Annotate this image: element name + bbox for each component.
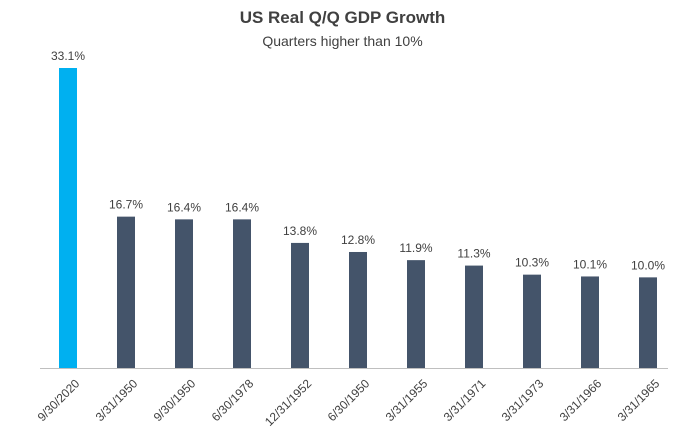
bar-3-31-1971 [465, 265, 483, 368]
bar-3-31-1955 [407, 260, 425, 368]
x-tick-label: 3/31/1965 [615, 376, 663, 424]
data-label: 10.0% [631, 258, 665, 272]
bar-9-30-2020 [59, 68, 77, 368]
bar-12-31-1952 [291, 242, 309, 368]
chart-subtitle: Quarters higher than 10% [262, 33, 423, 49]
bar-3-31-1973 [523, 274, 541, 368]
x-tick-label: 3/31/1973 [499, 376, 547, 424]
bar-3-31-1965 [639, 277, 657, 368]
data-label: 13.8% [283, 224, 317, 238]
x-tick-label: 3/31/1971 [441, 376, 489, 424]
x-tick-label: 9/30/2020 [35, 376, 83, 424]
x-tick-label: 6/30/1978 [209, 376, 257, 424]
data-label: 16.4% [225, 200, 259, 214]
data-label: 11.3% [457, 247, 490, 261]
data-label: 12.8% [341, 233, 375, 247]
data-label: 33.1% [51, 49, 85, 63]
chart-title: US Real Q/Q GDP Growth [239, 8, 446, 27]
bar-9-30-1950 [175, 219, 193, 368]
bar-3-31-1966 [581, 276, 599, 368]
x-tick-label: 3/31/1955 [383, 376, 431, 424]
x-tick-label: 3/31/1966 [557, 376, 605, 424]
data-label: 16.7% [109, 198, 143, 212]
x-tick-label: 3/31/1950 [93, 376, 141, 424]
x-tick-label: 6/30/1950 [325, 376, 373, 424]
x-tick-label: 9/30/1950 [151, 376, 199, 424]
data-label: 16.4% [167, 200, 201, 214]
x-tick-label: 12/31/1952 [262, 376, 315, 429]
bar-3-31-1950 [117, 216, 135, 368]
data-label: 11.9% [399, 241, 432, 255]
data-label: 10.3% [515, 256, 549, 270]
bar-6-30-1978 [233, 219, 251, 368]
data-label: 10.1% [573, 257, 607, 271]
bar-6-30-1950 [349, 251, 367, 368]
